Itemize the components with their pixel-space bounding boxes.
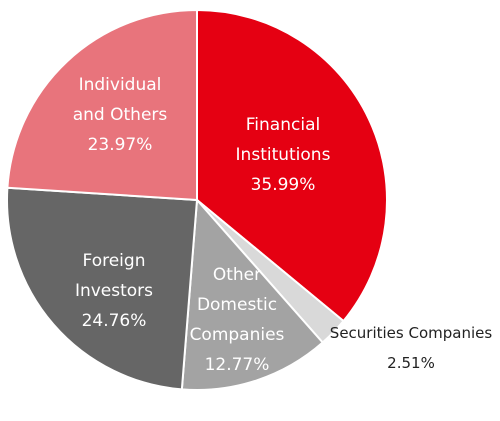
slice-name-label: Foreign	[83, 251, 146, 271]
slice-label-4: Individual and Others 23.97%	[73, 75, 168, 155]
slice-value-label: 2.51%	[387, 354, 435, 372]
slice-name-label: Investors	[75, 281, 153, 301]
slice-name-label: Companies	[190, 325, 285, 345]
slice-name-label: Domestic	[197, 295, 277, 315]
pie-slice-4	[6, 9, 198, 201]
slice-name-label: Financial	[246, 115, 320, 135]
slice-name-label: Securities Companies	[330, 324, 493, 342]
slice-value-label: 12.77%	[205, 355, 270, 375]
slice-name-label: and Others	[73, 105, 168, 125]
slice-value-label: 23.97%	[88, 135, 153, 155]
pie-slice-2	[180, 199, 324, 391]
slice-label-0: Financial Institutions 35.99%	[236, 115, 331, 195]
slice-name-label: Other	[213, 265, 261, 285]
slice-value-label: 35.99%	[251, 175, 316, 195]
pie-labels: Financial Institutions 35.99% Securities Co…	[73, 75, 493, 375]
slice-label-2: Other Domestic Companies 12.77%	[190, 265, 285, 375]
pie-slice-0	[196, 9, 388, 323]
slice-name-label: Institutions	[236, 145, 331, 165]
slice-name-label: Individual	[79, 75, 162, 95]
slice-label-1: Securities Companies 2.51%	[330, 324, 493, 372]
slice-label-3: Foreign Investors 24.76%	[75, 251, 153, 331]
pie-slice-3	[6, 186, 198, 391]
slice-value-label: 24.76%	[82, 311, 147, 331]
pie-slices	[6, 9, 388, 391]
